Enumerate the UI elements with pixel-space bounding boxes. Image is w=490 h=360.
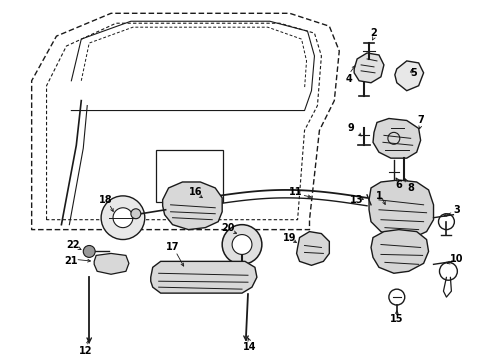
Text: 18: 18: [99, 195, 113, 205]
Polygon shape: [163, 182, 222, 230]
Polygon shape: [371, 230, 429, 273]
Text: 3: 3: [453, 205, 460, 215]
Circle shape: [222, 225, 262, 264]
Text: 20: 20: [221, 222, 235, 233]
Polygon shape: [151, 261, 257, 293]
Polygon shape: [354, 53, 384, 83]
Text: 6: 6: [395, 180, 402, 190]
Text: 9: 9: [348, 123, 355, 134]
Text: 14: 14: [243, 342, 257, 352]
Text: 21: 21: [65, 256, 78, 266]
Text: 19: 19: [283, 233, 296, 243]
Text: 12: 12: [78, 346, 92, 356]
Polygon shape: [395, 61, 424, 91]
Text: 22: 22: [67, 240, 80, 251]
Circle shape: [113, 208, 133, 228]
Polygon shape: [94, 253, 129, 274]
Circle shape: [131, 209, 141, 219]
Text: 2: 2: [370, 28, 377, 38]
Circle shape: [101, 196, 145, 239]
Text: 13: 13: [350, 195, 364, 205]
Polygon shape: [296, 231, 329, 265]
Text: 16: 16: [189, 187, 202, 197]
Polygon shape: [373, 118, 420, 158]
Circle shape: [83, 246, 95, 257]
Text: 1: 1: [375, 191, 382, 201]
Text: 11: 11: [289, 187, 302, 197]
Text: 4: 4: [346, 74, 353, 84]
Text: 10: 10: [450, 255, 463, 264]
Text: 7: 7: [417, 116, 424, 126]
Text: 15: 15: [390, 314, 404, 324]
Text: 17: 17: [166, 243, 179, 252]
Polygon shape: [369, 180, 434, 238]
Circle shape: [232, 235, 252, 255]
Text: 5: 5: [410, 68, 417, 78]
Text: 8: 8: [407, 183, 414, 193]
FancyBboxPatch shape: [156, 150, 223, 202]
